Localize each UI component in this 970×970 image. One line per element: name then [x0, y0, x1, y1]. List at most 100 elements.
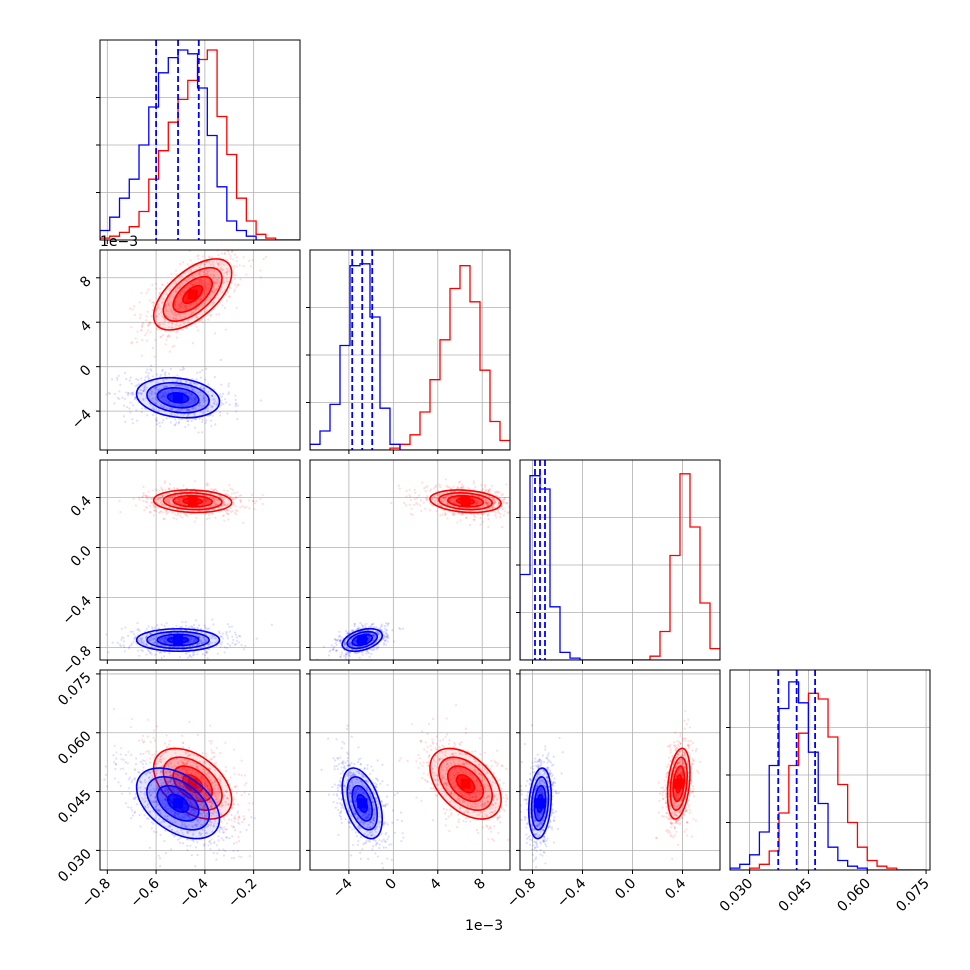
scatter-point [220, 820, 223, 823]
panel-content [100, 670, 300, 870]
scatter-point [201, 652, 204, 656]
scatter-point [199, 641, 202, 644]
scatter-point [210, 814, 213, 817]
scatter-point [135, 377, 138, 381]
scatter-point [460, 486, 463, 489]
scatter-point [171, 821, 174, 824]
scatter-point [128, 645, 131, 648]
scatter-point [449, 494, 452, 497]
scatter-point [211, 303, 215, 306]
panel-0-0 [96, 39, 301, 244]
scatter-point [167, 326, 170, 329]
scatter-point [225, 801, 228, 804]
scatter-point [163, 641, 166, 644]
scatter-point [185, 409, 188, 412]
scatter-point [196, 316, 199, 319]
scatter-point [211, 290, 214, 294]
scatter-point [180, 625, 183, 629]
scatter-point [163, 624, 166, 627]
scatter-point [212, 488, 215, 492]
scatter-point [353, 651, 356, 655]
scatter-point [160, 395, 163, 398]
scatter-point [148, 510, 151, 514]
scatter-point [172, 313, 175, 317]
scatter-point [432, 496, 435, 499]
scatter-point [368, 625, 371, 628]
scatter-point [235, 306, 238, 309]
scatter-point [191, 263, 194, 266]
scatter-point [151, 346, 155, 350]
scatter-point [251, 499, 254, 503]
scatter-point [157, 303, 160, 306]
scatter-point [199, 270, 202, 273]
scatter-point [165, 392, 168, 395]
scatter-point [159, 498, 162, 501]
scatter-point [218, 775, 222, 778]
scatter-point [156, 642, 159, 645]
scatter-point [183, 763, 187, 766]
scatter-point [220, 402, 223, 405]
scatter-point [200, 639, 203, 642]
scatter-point [210, 804, 213, 808]
scatter-point [175, 487, 179, 490]
scatter-point [164, 343, 167, 346]
scatter-point [164, 399, 167, 402]
scatter-point [222, 502, 225, 506]
scatter-point [245, 781, 248, 785]
scatter-point [152, 504, 155, 507]
scatter-point [233, 492, 236, 495]
scatter-point [175, 290, 178, 293]
scatter-point [493, 506, 496, 509]
scatter-point [236, 639, 239, 642]
scatter-point [180, 408, 183, 411]
scatter-point [118, 499, 121, 502]
scatter-point [161, 333, 165, 337]
scatter-point [146, 310, 149, 313]
scatter-point [147, 376, 150, 379]
scatter-point [204, 783, 207, 786]
scatter-point [174, 313, 178, 316]
scatter-point [180, 303, 183, 306]
scatter-point [221, 637, 225, 640]
scatter-point [472, 480, 475, 483]
scatter-point [210, 801, 213, 804]
scatter-point [430, 488, 433, 491]
scatter-point [248, 802, 251, 805]
scatter-point [454, 496, 457, 499]
scatter-point [144, 376, 147, 379]
scatter-point [239, 499, 243, 502]
scatter-point [171, 408, 174, 411]
scatter-point [368, 655, 371, 658]
scatter-point [204, 268, 208, 271]
scatter-point [501, 493, 504, 496]
scatter-point [220, 804, 223, 807]
scatter-point [172, 296, 175, 299]
scatter-point [217, 284, 220, 288]
scatter-point [249, 264, 253, 268]
scatter-point [136, 649, 140, 652]
scatter-point [204, 793, 208, 796]
scatter-point [170, 496, 174, 500]
scatter-point [233, 798, 236, 801]
density-contour [156, 386, 200, 409]
scatter-point [161, 368, 164, 371]
scatter-point [222, 498, 226, 501]
scatter-point [132, 640, 135, 643]
scatter-point [220, 269, 223, 272]
scatter-point [167, 488, 170, 491]
scatter-point [485, 499, 488, 502]
scatter-point [203, 404, 206, 407]
scatter-point [255, 499, 258, 502]
scatter-point [169, 421, 172, 424]
scatter-point [120, 627, 123, 630]
scatter-point [168, 739, 171, 743]
scatter-point [189, 801, 192, 804]
scatter-point [207, 505, 211, 508]
scatter-point [150, 645, 153, 648]
scatter-point [214, 423, 217, 426]
scatter-point [248, 259, 251, 262]
scatter-point [193, 283, 197, 286]
scatter-point [442, 496, 445, 499]
scatter-point [164, 390, 167, 394]
scatter-point [176, 512, 180, 515]
